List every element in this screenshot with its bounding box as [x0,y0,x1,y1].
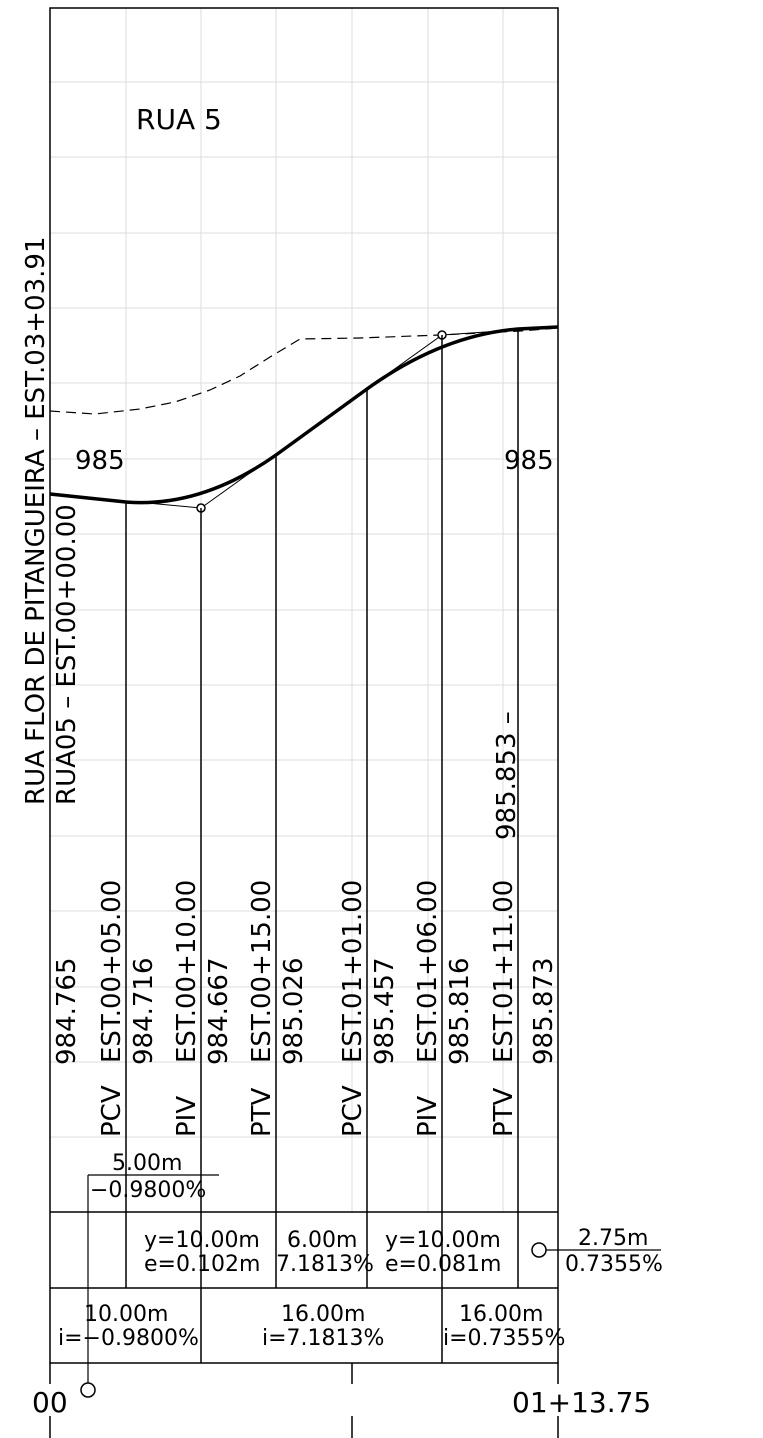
vertical-point-labels: PCV EST.00+05.00 984.716 PIV EST.00+10.0… [97,880,559,1137]
point-elevation-label: 984.716 [129,957,159,1065]
curve2-offset: e=0.081m [385,1252,501,1277]
start-grade-callout: 5.00m −0.9800% [80,1151,219,1398]
point-elevation-label: 985.816 [445,957,475,1065]
grade-segment-length: 16.00m [281,1302,365,1327]
grade-band: 10.00m i=−0.9800% 16.00m i=7.1813% 16.00… [58,1302,565,1351]
start-station-label: RUA05 – EST.00+00.00 [52,504,82,805]
point-station-label: EST.00+10.00 [172,880,202,1063]
start-station: 00 [32,1386,68,1419]
point-station-label: EST.00+15.00 [247,880,277,1063]
grade-segment-value: i=−0.9800% [58,1326,199,1351]
curve2-length: y=10.00m [385,1228,501,1253]
point-elevation-label: 984.667 [204,957,234,1065]
point-type-label: PTV [489,1087,519,1137]
point-type-label: PCV [97,1085,127,1137]
grade-segment-length: 10.00m [84,1302,168,1327]
grid [50,8,558,1212]
start-elevation-label: 984.765 [52,957,82,1065]
point-type-label: PCV [338,1085,368,1137]
station-axis [49,1363,559,1438]
elevation-label-right: 985 [504,446,554,476]
end-station: 01+13.75 [512,1386,651,1419]
point-type-label: PIV [172,1096,202,1137]
tangent-grade: 7.1813% [276,1252,374,1277]
point-station-label: EST.01+11.00 [489,880,519,1063]
point-station-label: EST.01+01.00 [338,880,368,1063]
curve1-length: y=10.00m [144,1228,260,1253]
point-elevation-label: 985.873 [529,957,559,1065]
curve1-offset: e=0.102m [144,1252,260,1277]
grade-segment-length: 16.00m [459,1302,543,1327]
street-label: RUA FLOR DE PITANGUEIRA – EST.03+03.91 [21,236,51,805]
point-type-label: PTV [247,1087,277,1137]
point-elevation-label: 985.026 [279,957,309,1065]
start-grade-value: −0.9800% [90,1178,206,1203]
point-elevation-label: 985.457 [370,957,400,1065]
station-lines [125,329,519,1363]
street-title: RUA 5 [136,103,222,136]
point-type-label: PIV [413,1096,443,1137]
start-grade-length: 5.00m [112,1151,182,1176]
tangent-length: 6.00m [287,1228,357,1253]
point-station-label: EST.00+05.00 [97,880,127,1063]
drawing-frame [49,7,559,1364]
end-grade-value: 0.7355% [565,1252,663,1277]
end-elevation-label: 985.853 – [492,711,522,840]
curve-band: y=10.00m e=0.102m 6.00m 7.1813% y=10.00m… [144,1226,663,1277]
point-station-label: EST.01+06.00 [413,880,443,1063]
elevation-label-left: 985 [75,446,125,476]
grade-segment-value: i=7.1813% [262,1326,384,1351]
design-profile [49,325,559,505]
grade-segment-value: i=0.7355% [443,1326,565,1351]
end-grade-length: 2.75m [578,1226,648,1251]
